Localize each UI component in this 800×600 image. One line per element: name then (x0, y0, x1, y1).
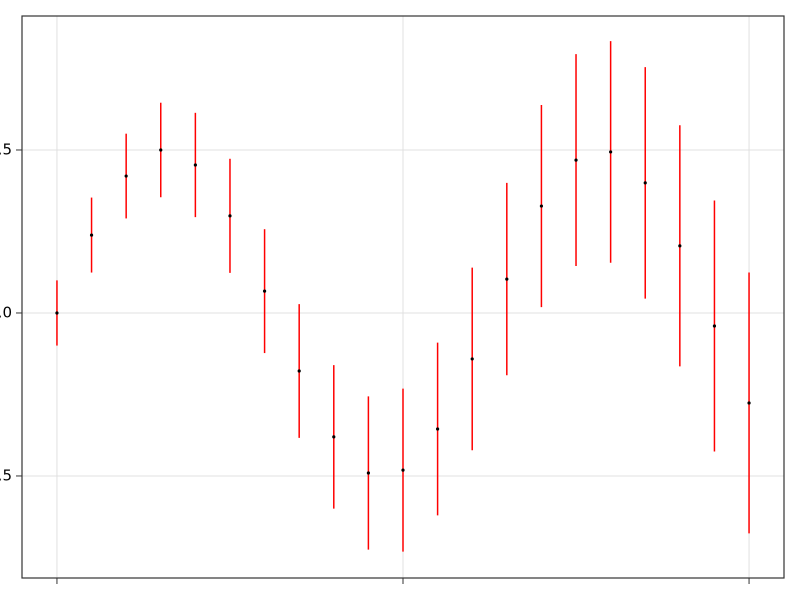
point (609, 150, 613, 154)
point (193, 163, 197, 167)
point (297, 369, 301, 373)
point (332, 435, 336, 439)
point (159, 148, 163, 152)
point (89, 233, 94, 237)
point (262, 289, 267, 293)
point (55, 311, 59, 315)
point (539, 204, 544, 208)
plot-frame (21, 15, 785, 579)
point (747, 401, 751, 405)
point (678, 244, 682, 248)
point (401, 468, 405, 472)
point (505, 277, 509, 281)
y-tick-label: 0.5 (0, 140, 12, 158)
point (366, 471, 370, 475)
point (643, 181, 647, 185)
y-tick-label: 0.0 (0, 303, 12, 321)
point (228, 214, 232, 218)
y-tick-label: -0.5 (0, 466, 12, 484)
point (124, 174, 128, 178)
point (436, 427, 440, 431)
point (470, 357, 474, 361)
point (712, 324, 717, 328)
point (574, 158, 578, 162)
